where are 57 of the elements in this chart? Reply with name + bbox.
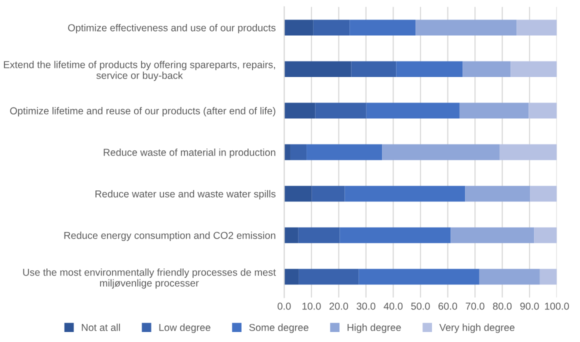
y-tick-label: Extend the lifetime of products by offering spareparts, repairs, service or buy-back [4,60,275,81]
bar [313,20,350,36]
bar [534,227,557,244]
x-tick-label: 20.0 [329,302,348,310]
x-tick-label: 80.0 [492,302,512,310]
bar [500,144,557,160]
bar [528,102,557,119]
legend-label: Not at all [82,324,120,332]
bar [284,268,299,285]
legend-label: Low degree [159,324,210,333]
x-tick-label: 70.0 [466,302,484,310]
x-tick-label: 60.0 [438,302,458,310]
bar [284,102,316,119]
bar [540,268,557,285]
bar [284,20,314,36]
bar [450,227,534,244]
y-tick-label: Use the most environmentally friendly processes de mest miljøvenlige processer [23,268,276,289]
bar [344,186,466,202]
bar [298,268,359,285]
y-tick-label: Reduce waste of material in production [104,148,276,158]
bar [284,61,352,78]
bar [530,186,557,202]
bar [396,61,463,78]
legend-label: High degree [348,324,401,333]
bar [479,268,540,285]
bar [340,227,451,244]
bar [465,186,530,202]
bar [315,102,366,119]
x-tick-label: 40.0 [384,302,403,310]
bar [366,102,460,119]
y-tick-label: Optimize lifetime and reuse of our products (after end of life) [10,107,276,116]
bar [306,144,382,160]
x-tick-label: 50.0 [411,302,430,310]
bar [284,227,298,244]
bar [516,20,557,36]
bar [350,20,416,36]
bar [351,61,396,78]
y-tick-label: Reduce water use and waste water spills [95,190,276,200]
x-tick-label: 100.0 [545,302,569,310]
x-tick-label: 10.0 [302,302,321,310]
x-tick-label: 90.0 [520,302,539,310]
bar [312,186,345,202]
x-tick-label: 0.0 [278,302,291,310]
bar [459,102,529,119]
bar [510,61,557,78]
x-tick-label: 30.0 [356,302,376,310]
bar [290,144,307,160]
bar [382,144,500,160]
legend-label: Some degree [249,324,308,333]
bar [284,186,312,202]
bar [416,20,517,36]
y-tick-label: Optimize effectiveness and use of our products [68,24,276,34]
legend-label: Very high degree [439,324,514,333]
y-tick-label: Reduce energy consumption and CO2 emission [64,232,276,241]
bar [298,227,340,244]
bar [462,61,511,78]
bar [358,268,480,285]
